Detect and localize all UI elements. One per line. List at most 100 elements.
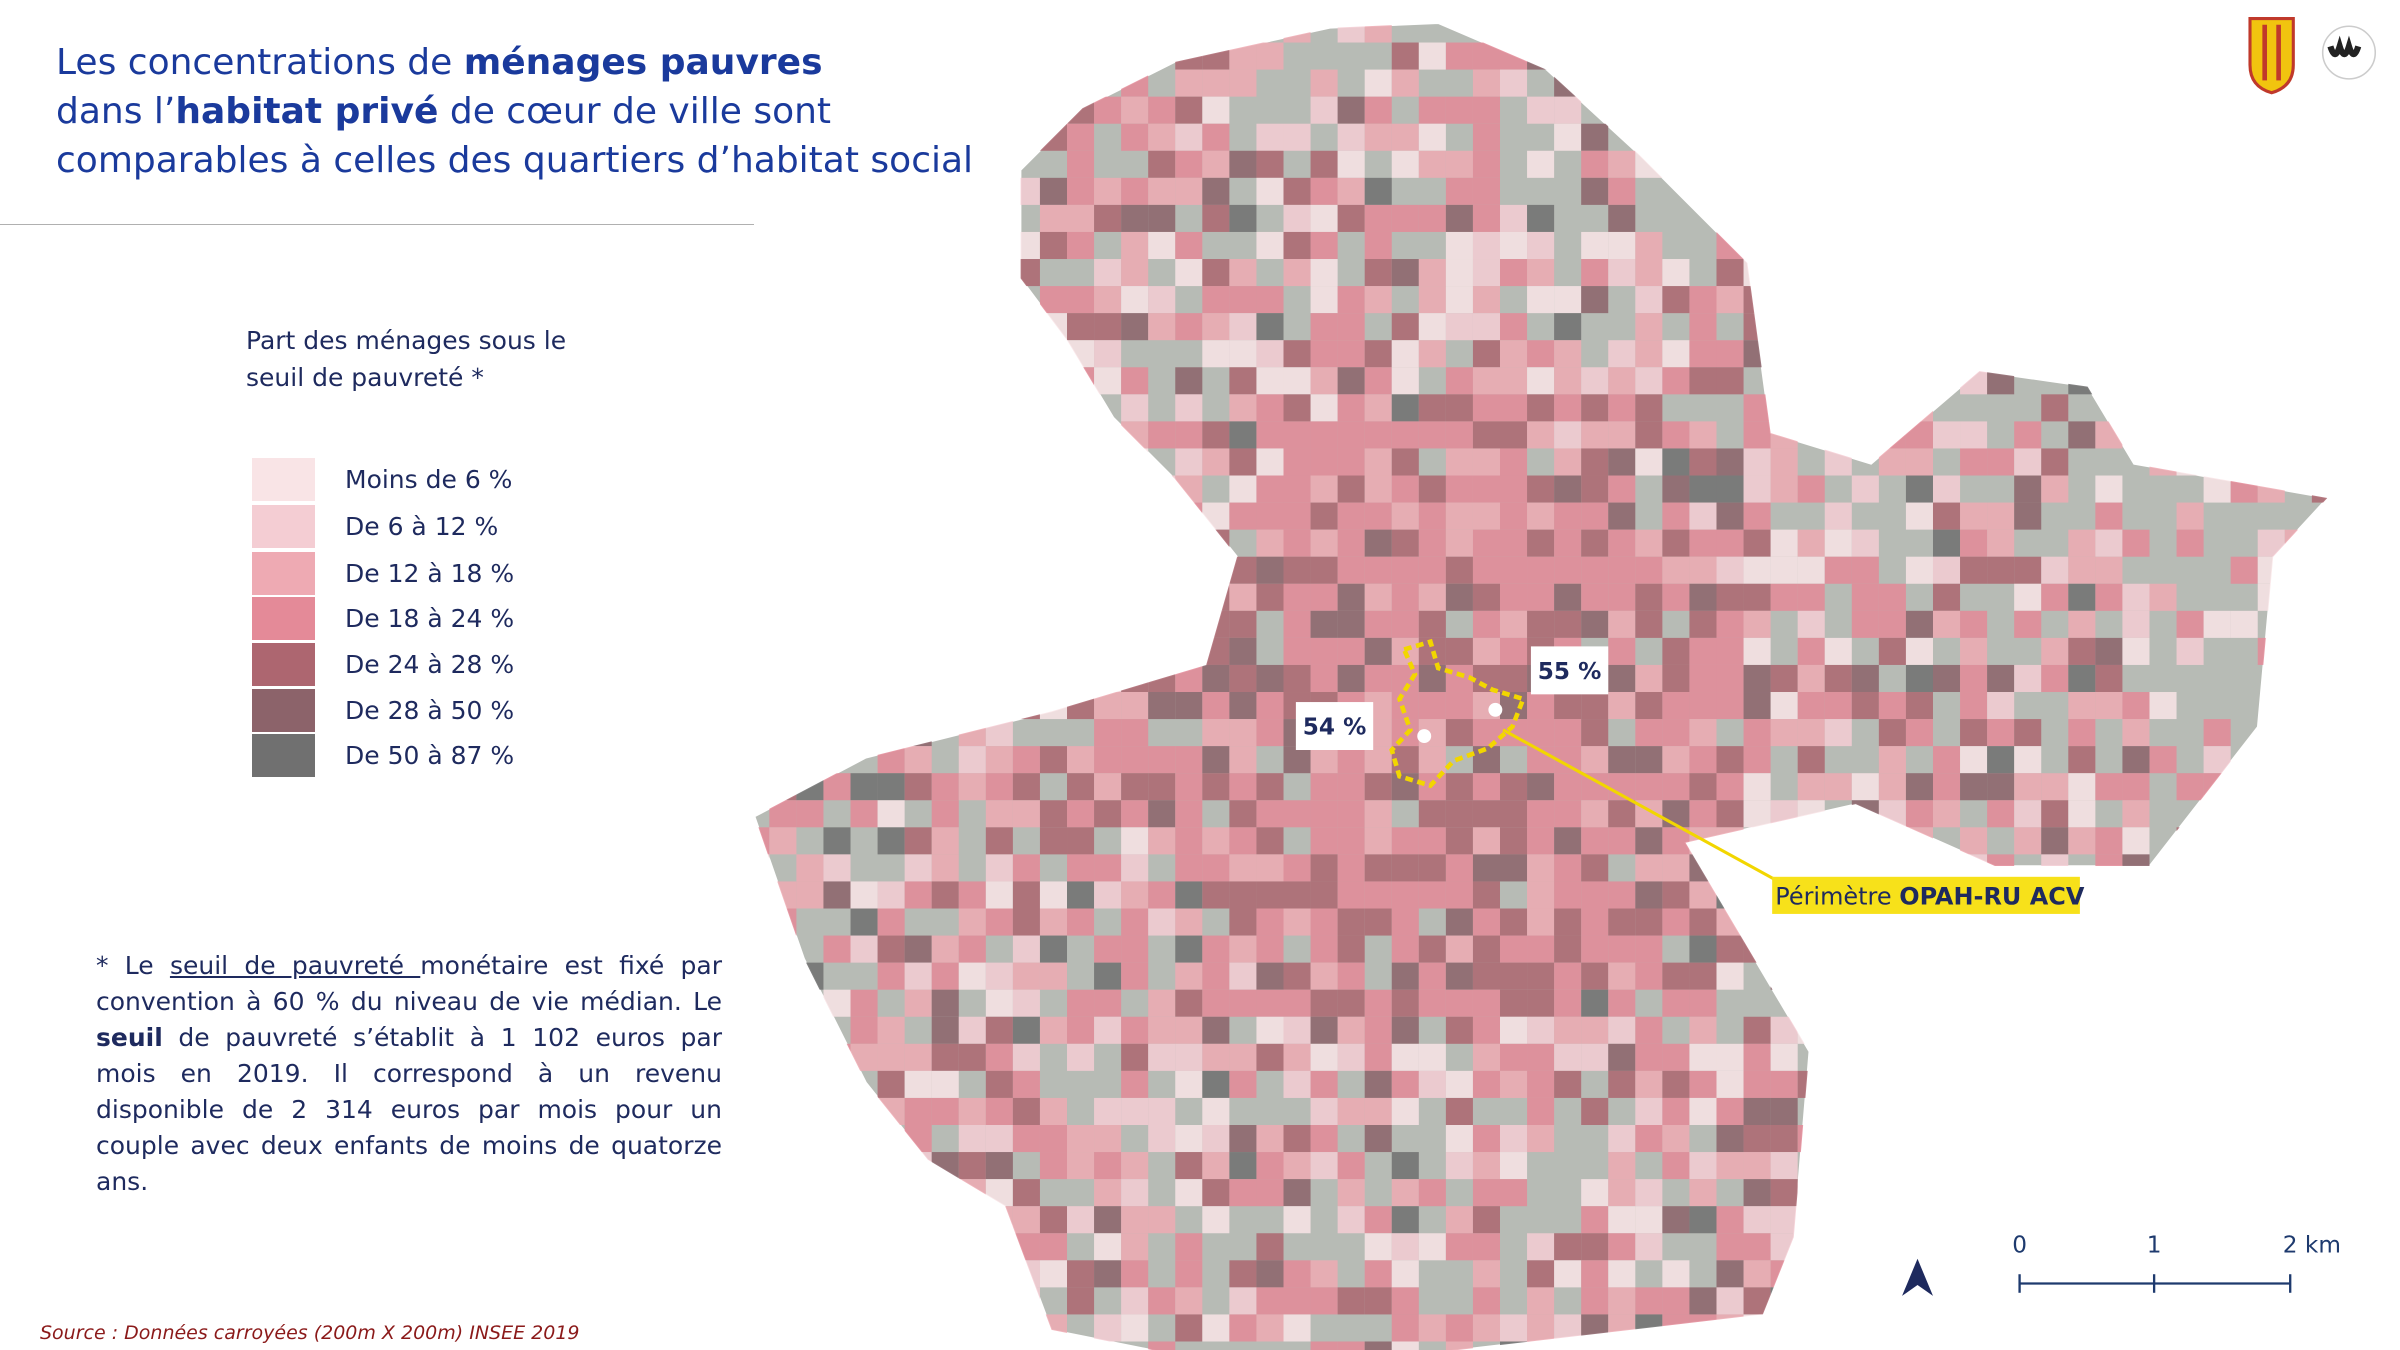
grid-cell (1148, 664, 1176, 693)
grid-cell (2257, 1016, 2285, 1044)
grid-cell (2257, 529, 2285, 557)
grid-cell (1581, 800, 1609, 828)
grid-cell (1797, 935, 1825, 963)
grid-cell (2257, 1097, 2285, 1125)
grid-cell (1121, 394, 1149, 422)
grid-cell (1635, 1070, 1663, 1098)
grid-cell (1364, 854, 1392, 882)
grid-cell (2284, 231, 2312, 260)
grid-cell (1121, 96, 1149, 124)
grid-cell (1202, 1179, 1230, 1207)
grid-cell (2149, 259, 2177, 287)
footnote-text: * Le (96, 951, 170, 980)
grid-cell (1094, 475, 1122, 503)
grid-cell (2176, 1152, 2204, 1180)
grid-cell (2230, 989, 2258, 1017)
grid-cell (1608, 746, 1636, 774)
grid-cell (796, 1260, 824, 1288)
grid-cell (1175, 421, 1203, 449)
grid-cell (904, 1043, 932, 1071)
grid-cell (1905, 664, 1933, 693)
grid-cell (2122, 746, 2150, 774)
grid-cell (2203, 177, 2231, 205)
grid-cell (1987, 231, 2015, 260)
grid-cell (1364, 177, 1392, 205)
grid-cell (1039, 556, 1068, 584)
grid-cell (1960, 1341, 1988, 1350)
grid-cell (1391, 448, 1419, 476)
grid-cell (1608, 989, 1636, 1017)
grid-cell (1689, 475, 1717, 503)
grid-cell (850, 69, 878, 97)
grid-cell (1716, 881, 1744, 909)
grid-cell (1500, 421, 1528, 449)
grid-cell (1878, 42, 1906, 70)
grid-cell (2122, 340, 2150, 368)
grid-cell (958, 719, 986, 747)
grid-cell (1067, 610, 1095, 638)
grid-cell (1121, 204, 1149, 232)
grid-cell (1364, 69, 1392, 97)
grid-cell (1256, 231, 1284, 260)
grid-cell (1581, 583, 1609, 611)
grid-cell (1310, 177, 1338, 205)
grid-cell (1527, 881, 1555, 909)
grid-cell (1418, 96, 1446, 124)
grid-cell (1851, 340, 1879, 368)
title-part: de cœur de ville sont (438, 91, 832, 132)
grid-cell (2284, 1152, 2312, 1180)
grid-cell (1878, 1260, 1906, 1288)
grid-cell (1878, 827, 1906, 855)
grid-cell (1689, 637, 1717, 665)
grid-cell (1554, 1233, 1582, 1261)
grid-cell (877, 1016, 905, 1044)
grid-cell (1987, 1097, 2015, 1125)
grid-cell (1987, 204, 2015, 232)
legend-swatch (252, 643, 315, 686)
grid-cell (1987, 529, 2015, 557)
grid-cell (931, 962, 959, 990)
grid-cell (1716, 1287, 1744, 1315)
grid-cell (2068, 692, 2096, 720)
grid-cell (2014, 150, 2042, 178)
grid-cell (1743, 583, 1771, 611)
grid-cell (1391, 1043, 1419, 1071)
grid-cell (1364, 340, 1392, 368)
grid-cell (1012, 367, 1040, 395)
legend-swatch (252, 552, 315, 595)
grid-cell (985, 583, 1013, 611)
grid-cell (1012, 1043, 1040, 1071)
grid-cell (1094, 773, 1122, 801)
grid-cell (769, 502, 797, 530)
grid-cell (1527, 529, 1555, 557)
grid-cell (1500, 529, 1528, 557)
grid-cell (1256, 340, 1284, 368)
grid-cell (2203, 1314, 2231, 1342)
grid-cell (2068, 96, 2096, 124)
grid-cell (1608, 908, 1636, 936)
grid-cell (1824, 719, 1852, 747)
grid-cell (1905, 448, 1933, 476)
grid-cell (1283, 610, 1311, 638)
grid-cell (796, 1016, 824, 1044)
grid-cell (931, 881, 959, 909)
grid-cell (1608, 96, 1636, 124)
grid-cell (1067, 556, 1095, 584)
grid-cell (850, 502, 878, 530)
grid-cell (1337, 23, 1365, 43)
grid-cell (1635, 1043, 1663, 1071)
grid-cell (1960, 664, 1988, 693)
grid-cell (1094, 1125, 1122, 1153)
grid-cell (754, 1043, 770, 1071)
grid-cell (1039, 746, 1068, 774)
grid-cell (1202, 421, 1230, 449)
grid-cell (1527, 42, 1555, 70)
grid-cell (1012, 881, 1040, 909)
grid-cell (1067, 1260, 1095, 1288)
grid-cell (1554, 583, 1582, 611)
grid-cell (1932, 42, 1961, 70)
grid-cell (1472, 1152, 1500, 1180)
legend-swatch (252, 458, 315, 501)
grid-cell (904, 475, 932, 503)
grid-cell (1472, 96, 1500, 124)
